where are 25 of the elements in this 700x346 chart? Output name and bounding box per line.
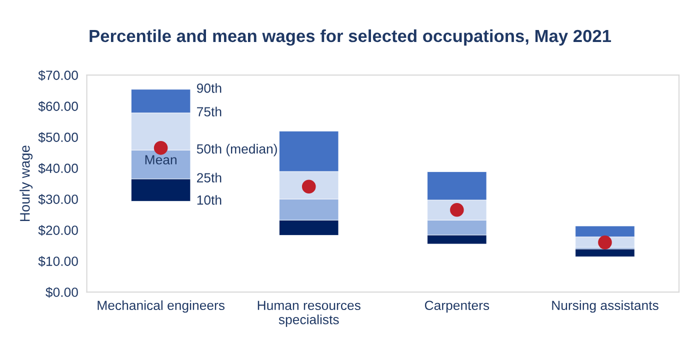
x-tick-label: Carpenters [424, 300, 490, 313]
x-tick-label: Nursing assistants [552, 300, 658, 313]
y-tick-label: $0.00 [46, 287, 78, 298]
annotation: 50th (median) [196, 144, 277, 156]
y-tick-label: $30.00 [38, 194, 78, 205]
x-tick-label: Mechanical engineers [98, 300, 225, 313]
chart-title: Percentile and mean wages for selected occupations, May 2021 [90, 29, 612, 46]
bar [575, 248, 635, 257]
y-axis-title: Hourly wage [20, 146, 33, 222]
point [450, 202, 464, 217]
y-tick-label: $70.00 [38, 70, 78, 81]
y-tick-label: $20.00 [38, 225, 78, 236]
point [302, 180, 316, 194]
point [154, 141, 168, 155]
annotation: 90th [196, 83, 222, 93]
y-tick-label: $60.00 [38, 101, 78, 112]
point [598, 236, 612, 250]
y-tick-label: $40.00 [38, 163, 78, 174]
x-tick-label: Human resources specialists [258, 300, 360, 327]
y-tick-label: $10.00 [38, 256, 78, 267]
annotation: Mean [145, 155, 176, 164]
y-tick-label: $50.00 [38, 132, 78, 143]
annotation: 25th [197, 172, 222, 182]
annotation: 75th [197, 106, 222, 116]
annotation: 10th [197, 195, 222, 205]
